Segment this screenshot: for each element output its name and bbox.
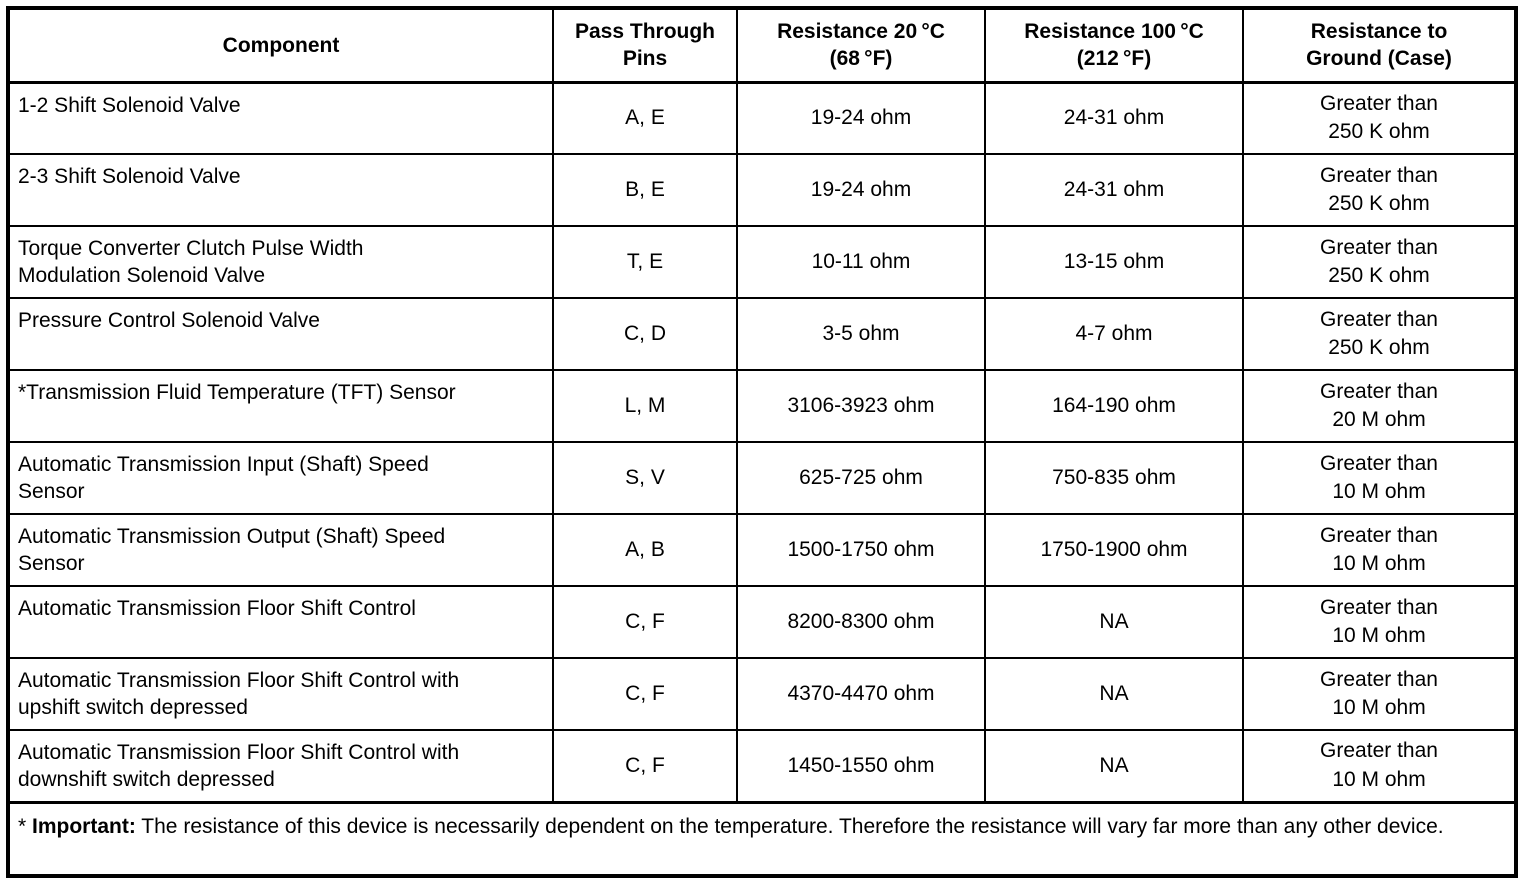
component-cell: Automatic Transmission Floor Shift Contr…: [7, 585, 554, 659]
resistance-100c-cell: NA: [984, 657, 1244, 731]
table-row: Automatic Transmission Floor Shift Contr…: [7, 585, 1517, 659]
resistance-20c-cell: 1500-1750 ohm: [736, 513, 986, 587]
resistance-ground-cell: Greater than 10 M ohm: [1242, 585, 1517, 659]
table-row: Automatic Transmission Floor Shift Contr…: [7, 657, 1517, 731]
pins-cell: C, F: [552, 657, 738, 731]
resistance-100c-cell: 164-190 ohm: [984, 369, 1244, 443]
resistance-20c-cell: 1450-1550 ohm: [736, 729, 986, 803]
resistance-100c-cell: NA: [984, 585, 1244, 659]
table-row: *Transmission Fluid Temperature (TFT) Se…: [7, 369, 1517, 443]
resistance-ground-cell: Greater than 10 M ohm: [1242, 441, 1517, 515]
col-header-pass-through-pins: Pass Through Pins: [552, 7, 738, 84]
resistance-20c-cell: 3-5 ohm: [736, 297, 986, 371]
table-body: 1-2 Shift Solenoid Valve A, E 19-24 ohm …: [7, 81, 1517, 877]
resistance-20c-cell: 3106-3923 ohm: [736, 369, 986, 443]
col-header-resistance-100c: Resistance 100 °C (212 °F): [984, 7, 1244, 84]
resistance-100c-cell: 24-31 ohm: [984, 153, 1244, 227]
component-cell: Automatic Transmission Input (Shaft) Spe…: [7, 441, 554, 515]
table-row: Pressure Control Solenoid Valve C, D 3-5…: [7, 297, 1517, 371]
col-header-resistance-ground: Resistance to Ground (Case): [1242, 7, 1517, 84]
footnote-row: * Important: The resistance of this devi…: [7, 800, 1517, 877]
pins-cell: L, M: [552, 369, 738, 443]
component-cell: Torque Converter Clutch Pulse Width Modu…: [7, 225, 554, 299]
footnote-text: The resistance of this device is necessa…: [135, 814, 1444, 838]
resistance-100c-cell: NA: [984, 729, 1244, 803]
resistance-20c-cell: 10-11 ohm: [736, 225, 986, 299]
resistance-ground-cell: Greater than 250 K ohm: [1242, 153, 1517, 227]
resistance-20c-cell: 19-24 ohm: [736, 81, 986, 155]
resistance-100c-cell: 13-15 ohm: [984, 225, 1244, 299]
resistance-ground-cell: Greater than 250 K ohm: [1242, 81, 1517, 155]
col-header-resistance-20c: Resistance 20 °C (68 °F): [736, 7, 986, 84]
component-cell: *Transmission Fluid Temperature (TFT) Se…: [7, 369, 554, 443]
resistance-ground-cell: Greater than 250 K ohm: [1242, 297, 1517, 371]
table-row: 1-2 Shift Solenoid Valve A, E 19-24 ohm …: [7, 81, 1517, 155]
component-cell: 2-3 Shift Solenoid Valve: [7, 153, 554, 227]
resistance-20c-cell: 4370-4470 ohm: [736, 657, 986, 731]
resistance-100c-cell: 750-835 ohm: [984, 441, 1244, 515]
pins-cell: B, E: [552, 153, 738, 227]
footnote-important-label: Important:: [32, 814, 136, 838]
resistance-spec-table: Component Pass Through Pins Resistance 2…: [6, 6, 1518, 878]
resistance-100c-cell: 1750-1900 ohm: [984, 513, 1244, 587]
pins-cell: C, F: [552, 729, 738, 803]
pins-cell: C, F: [552, 585, 738, 659]
component-cell: 1-2 Shift Solenoid Valve: [7, 81, 554, 155]
component-cell: Automatic Transmission Floor Shift Contr…: [7, 729, 554, 803]
resistance-ground-cell: Greater than 20 M ohm: [1242, 369, 1517, 443]
footnote-star: *: [18, 814, 33, 838]
component-cell: Automatic Transmission Floor Shift Contr…: [7, 657, 554, 731]
table-header: Component Pass Through Pins Resistance 2…: [7, 7, 1517, 84]
table-row: Torque Converter Clutch Pulse Width Modu…: [7, 225, 1517, 299]
table-row: Automatic Transmission Output (Shaft) Sp…: [7, 513, 1517, 587]
table-row: 2-3 Shift Solenoid Valve B, E 19-24 ohm …: [7, 153, 1517, 227]
resistance-100c-cell: 4-7 ohm: [984, 297, 1244, 371]
pins-cell: T, E: [552, 225, 738, 299]
table-row: Automatic Transmission Input (Shaft) Spe…: [7, 441, 1517, 515]
resistance-100c-cell: 24-31 ohm: [984, 81, 1244, 155]
resistance-20c-cell: 8200-8300 ohm: [736, 585, 986, 659]
component-cell: Pressure Control Solenoid Valve: [7, 297, 554, 371]
header-row: Component Pass Through Pins Resistance 2…: [7, 7, 1517, 84]
resistance-20c-cell: 19-24 ohm: [736, 153, 986, 227]
pins-cell: C, D: [552, 297, 738, 371]
pins-cell: A, E: [552, 81, 738, 155]
resistance-ground-cell: Greater than 10 M ohm: [1242, 657, 1517, 731]
resistance-20c-cell: 625-725 ohm: [736, 441, 986, 515]
col-header-component: Component: [7, 7, 554, 84]
resistance-ground-cell: Greater than 10 M ohm: [1242, 729, 1517, 803]
pins-cell: A, B: [552, 513, 738, 587]
footnote: * Important: The resistance of this devi…: [7, 800, 1517, 877]
component-cell: Automatic Transmission Output (Shaft) Sp…: [7, 513, 554, 587]
resistance-ground-cell: Greater than 250 K ohm: [1242, 225, 1517, 299]
table-row: Automatic Transmission Floor Shift Contr…: [7, 729, 1517, 803]
pins-cell: S, V: [552, 441, 738, 515]
resistance-ground-cell: Greater than 10 M ohm: [1242, 513, 1517, 587]
